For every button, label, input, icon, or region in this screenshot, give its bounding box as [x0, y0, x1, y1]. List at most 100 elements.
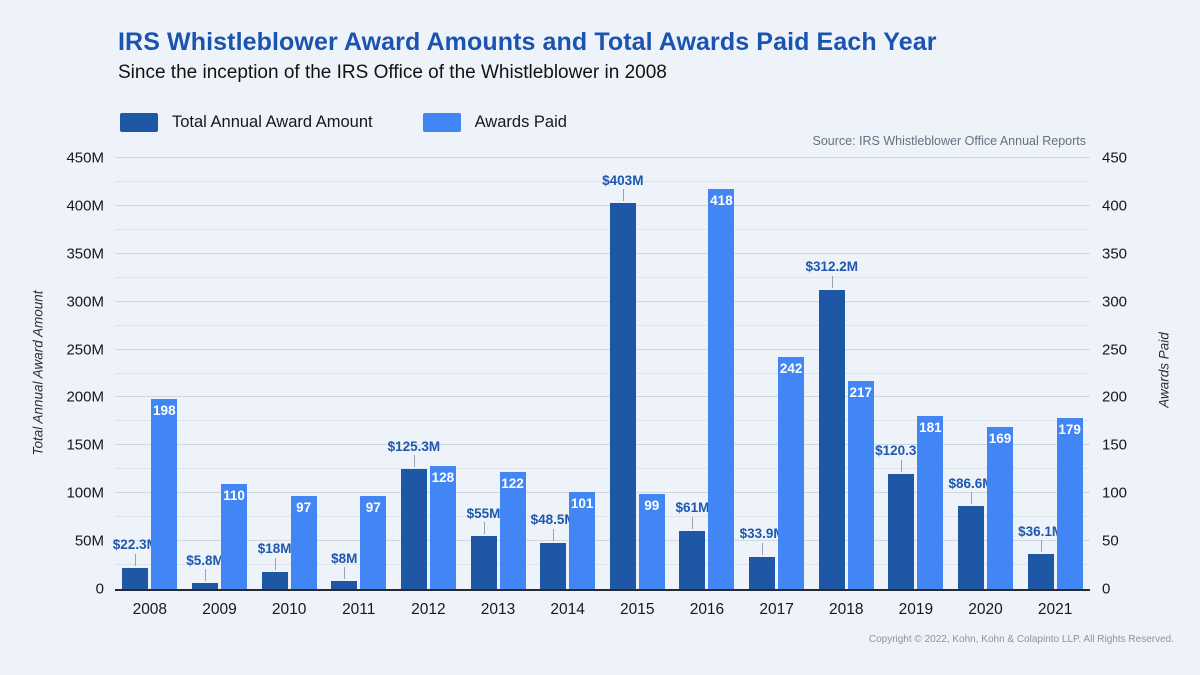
bar-wrap-awards-paid-2010: 97 [290, 158, 317, 589]
bar-wrap-awards-paid-2014: 101 [569, 158, 596, 589]
bar-awards-paid-2010: 97 [290, 496, 317, 589]
bar-awards-paid-2009: 110 [220, 483, 247, 589]
left-tick-200M: 200M [66, 388, 104, 406]
plot-area: $22.3M 198 2008 $5.8M 110 2009 $18M 97 2010 $8M 97… [113, 157, 1090, 618]
page-title: IRS Whistleblower Award Amounts and Tota… [118, 28, 937, 56]
bar-total-annual-award-2011 [331, 581, 358, 589]
bar-wrap-total-award-2010: $18M [258, 158, 291, 589]
bar-label-awards-paid-2015: 99 [644, 498, 660, 514]
label-leader-line-2021 [1040, 540, 1042, 553]
bar-label-total-annual-award-2010: $18M [257, 541, 292, 557]
bar-wrap-total-award-2012: $125.3M [388, 158, 440, 589]
bar-total-annual-award-2016 [679, 530, 706, 589]
gridline-350 [115, 252, 1090, 254]
right-tick-0: 0 [1102, 580, 1111, 598]
year-group-2015: $403M 99 2015 [602, 158, 672, 618]
right-axis-tick-labels: 450 400 350 300 250 200 150 100 50 0 [1102, 150, 1162, 598]
year-group-2009: $5.8M 110 2009 [185, 158, 255, 618]
bar-awards-paid-2018: 217 [847, 381, 874, 589]
bar-wrap-total-award-2016: $61M [676, 158, 709, 589]
bar-awards-paid-2013: 122 [499, 472, 526, 589]
label-leader-line-2008 [135, 553, 137, 566]
bar-awards-paid-2011: 97 [360, 496, 387, 589]
bar-wrap-total-award-2014: $48.5M [531, 158, 576, 589]
x-axis-label-2017: 2017 [759, 601, 794, 618]
bar-label-awards-paid-2008: 198 [153, 403, 176, 419]
bar-label-awards-paid-2010: 97 [296, 500, 312, 516]
bar-awards-paid-2020: 169 [987, 427, 1013, 589]
bar-wrap-total-award-2017: $33.9M [740, 158, 785, 589]
bar-label-total-annual-award-2021: $36.1M [1018, 523, 1064, 539]
bar-wrap-awards-paid-2009: 110 [220, 158, 247, 589]
left-tick-100M: 100M [66, 484, 104, 502]
year-group-2011: $8M 97 2011 [324, 158, 394, 618]
gridline-275 [115, 324, 1090, 326]
bar-total-annual-award-2018 [818, 289, 845, 589]
right-tick-150: 150 [1102, 436, 1128, 454]
bar-wrap-total-award-2008: $22.3M [113, 158, 158, 589]
year-group-2012: $125.3M 128 2012 [388, 158, 464, 618]
x-axis-label-2009: 2009 [202, 601, 237, 618]
gridline-100 [115, 492, 1090, 494]
bar-label-total-annual-award-2011: $8M [331, 550, 358, 566]
gridline-200 [115, 396, 1090, 398]
right-tick-250: 250 [1102, 341, 1128, 359]
left-tick-400M: 400M [66, 197, 104, 215]
gridline-25 [115, 564, 1090, 566]
bar-wrap-awards-paid-2016: 418 [708, 158, 735, 589]
left-tick-0: 0 [95, 580, 104, 598]
bar-awards-paid-2015: 99 [638, 494, 665, 589]
x-axis-label-2012: 2012 [411, 601, 446, 618]
bar-awards-paid-2012: 128 [429, 466, 456, 589]
bar-wrap-total-award-2013: $55M [467, 158, 500, 589]
gridline-375 [115, 228, 1090, 230]
label-leader-line-2013 [483, 522, 485, 535]
right-tick-300: 300 [1102, 293, 1128, 311]
legend-swatch-light-blue [422, 113, 461, 132]
bar-label-awards-paid-2020: 169 [988, 431, 1012, 447]
right-tick-200: 200 [1102, 388, 1128, 406]
bar-label-total-annual-award-2009: $5.8M [186, 552, 224, 568]
label-leader-line-2019 [901, 459, 903, 472]
x-axis-label-2008: 2008 [132, 601, 168, 618]
x-axis-label-2013: 2013 [480, 601, 516, 618]
x-axis-label-2011: 2011 [342, 601, 376, 618]
bar-total-annual-award-2021 [1027, 554, 1054, 589]
bar-total-annual-award-2008 [122, 567, 149, 589]
label-leader-line-2014 [553, 528, 555, 541]
bar-wrap-awards-paid-2018: 217 [847, 158, 874, 589]
label-leader-line-2012 [413, 455, 415, 467]
bar-wrap-total-award-2018: $312.2M [805, 158, 858, 589]
left-tick-350M: 350M [66, 245, 104, 263]
legend-item-awards-paid: Awards Paid [422, 113, 567, 132]
year-group-2013: $55M 122 2013 [463, 158, 533, 618]
left-tick-300M: 300M [66, 293, 104, 311]
bar-label-awards-paid-2019: 181 [919, 419, 942, 435]
gridline-400 [115, 204, 1090, 206]
bar-wrap-awards-paid-2019: 181 [917, 158, 944, 589]
bar-label-total-annual-award-2013: $55M [466, 505, 501, 521]
label-leader-line-2017 [762, 542, 764, 555]
bar-label-awards-paid-2016: 418 [710, 192, 733, 208]
label-leader-line-2010 [274, 557, 276, 570]
bar-wrap-awards-paid-2015: 99 [638, 158, 665, 589]
bar-label-awards-paid-2011: 97 [365, 500, 381, 516]
x-axis-label-2016: 2016 [689, 601, 725, 618]
bar-label-awards-paid-2018: 217 [849, 385, 872, 401]
legend-item-total-annual-award-amount: Total Annual Award Amount [120, 113, 373, 132]
bar-total-annual-award-2014 [540, 542, 567, 589]
bar-wrap-total-award-2011: $8M [331, 158, 357, 589]
bar-total-annual-award-2020 [958, 506, 984, 589]
bar-label-total-annual-award-2012: $125.3M [387, 438, 441, 454]
gridline-125 [115, 468, 1090, 470]
year-group-2017: $33.9M 242 2017 [740, 158, 812, 618]
left-axis-tick-labels: 450M 400M 350M 300M 250M 200M 150M 100M 50M 0 [28, 150, 104, 598]
gridline-225 [115, 372, 1090, 374]
legend-label: Awards Paid [474, 113, 567, 131]
bar-total-annual-award-2010 [261, 571, 288, 589]
legend-swatch-dark-blue [120, 113, 158, 132]
right-tick-100: 100 [1102, 484, 1128, 502]
bar-label-total-annual-award-2008: $22.3M [112, 537, 158, 553]
bar-wrap-total-award-2020: $86.6M [948, 158, 994, 589]
bar-label-total-annual-award-2019: $120.3M [875, 443, 928, 459]
